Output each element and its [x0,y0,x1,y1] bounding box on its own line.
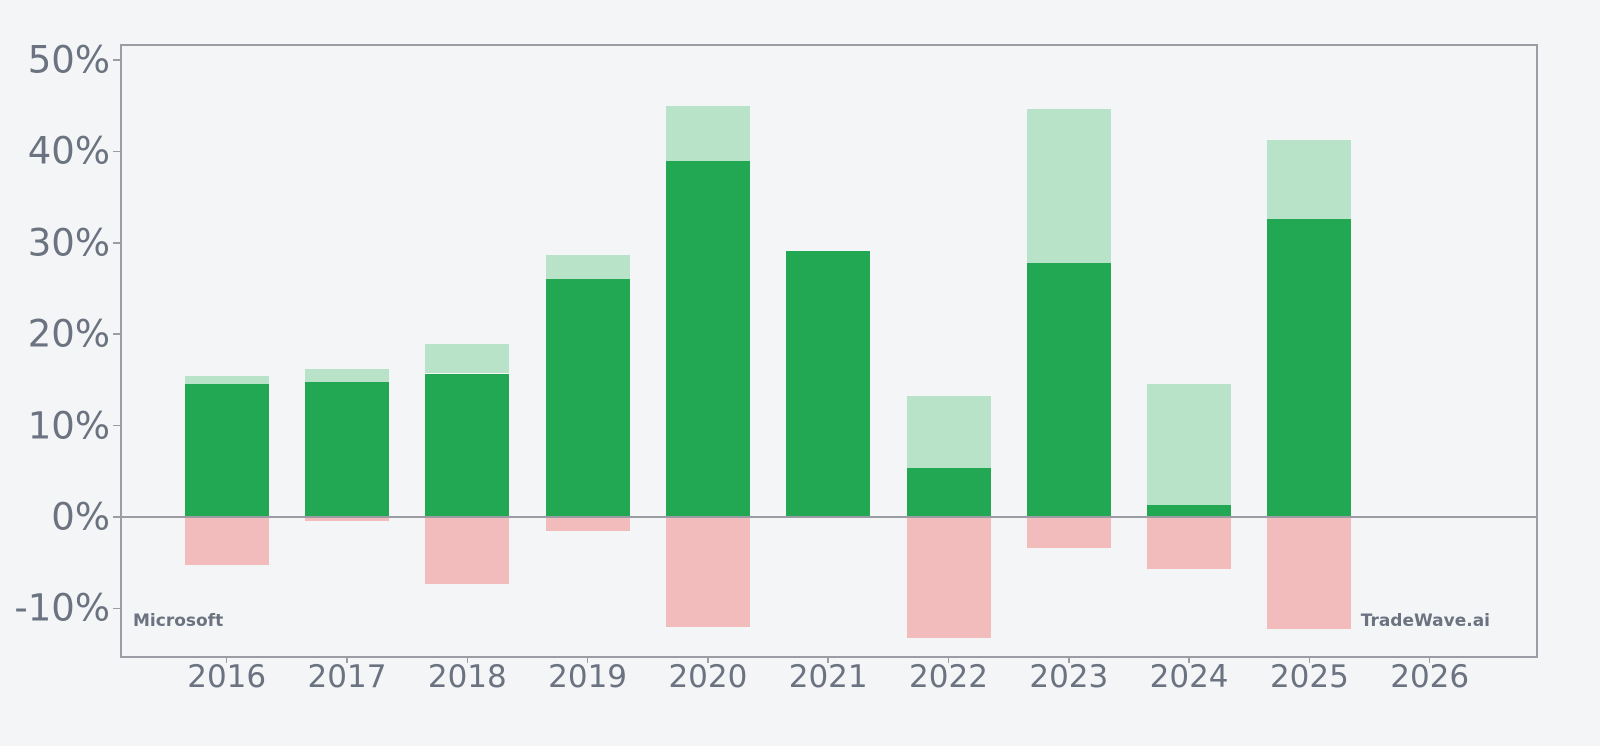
bar-close-2020 [665,160,750,517]
bar-low-2017 [305,517,389,521]
x-tick [586,656,589,663]
x-tick-label: 2023 [1029,659,1109,695]
x-tick-label: 2022 [909,659,988,695]
bar-close-2025 [1267,219,1352,517]
x-tick [225,656,228,663]
x-tick [346,656,348,663]
y-tick [113,242,120,244]
bar-low-2020 [665,517,750,627]
y-tick-label: -10% [14,586,110,630]
y-tick-label: 40% [27,129,110,173]
bar-close-2016 [184,383,269,517]
x-tick [1068,656,1070,663]
y-tick-label: 10% [27,404,110,448]
y-tick [113,516,120,518]
bar-close-2019 [545,279,630,517]
x-tick-label: 2019 [548,659,628,695]
bar-close-2023 [1026,262,1111,517]
bar-close-2021 [786,251,871,517]
bar-high-2022 [906,396,991,468]
bar-low-2018 [425,517,510,584]
bar-high-2016 [184,376,269,384]
x-tick-label: 2016 [187,659,267,695]
y-tick [113,150,120,153]
x-tick [1188,656,1190,663]
bar-close-2022 [906,467,991,517]
bar-low-2023 [1026,517,1111,549]
bar-high-2023 [1026,109,1111,263]
x-tick [947,656,950,663]
x-tick [827,656,829,663]
y-tick [113,59,120,61]
bar-low-2022 [906,517,991,638]
bar-low-2025 [1267,517,1352,630]
bar-low-2016 [184,517,269,565]
x-tick-label: 2021 [788,659,868,695]
bar-close-2024 [1147,505,1232,517]
y-tick [113,333,120,335]
zero-line [120,516,1536,518]
x-tick-label: 2020 [668,659,748,695]
y-tick-label: 20% [27,312,110,356]
watermark-company: Microsoft [133,611,224,631]
bar-low-2024 [1147,517,1232,570]
x-tick [1428,656,1431,663]
y-tick-label: 30% [27,221,110,265]
y-tick-label: 50% [27,38,110,82]
bar-high-2017 [305,368,389,382]
bar-low-2019 [545,517,630,531]
x-tick [707,656,709,663]
bar-high-2024 [1147,383,1232,506]
x-tick-label: 2018 [427,659,507,695]
bar-high-2020 [665,105,750,161]
plot-frame [120,44,1538,658]
bar-close-2018 [425,373,510,517]
bar-high-2018 [425,344,510,374]
x-tick [466,656,469,663]
watermark-brand: TradeWave.ai [1360,611,1490,631]
x-tick-label: 2017 [307,659,387,695]
bar-close-2017 [305,381,389,517]
bar-high-2025 [1267,139,1352,220]
y-tick [113,424,120,427]
x-tick-label: 2026 [1390,659,1470,695]
x-tick [1308,656,1311,663]
x-tick-label: 2024 [1149,659,1229,695]
bar-high-2019 [545,254,630,280]
y-tick [113,607,120,610]
y-tick-label: 0% [51,495,110,539]
x-tick-label: 2025 [1269,659,1349,695]
